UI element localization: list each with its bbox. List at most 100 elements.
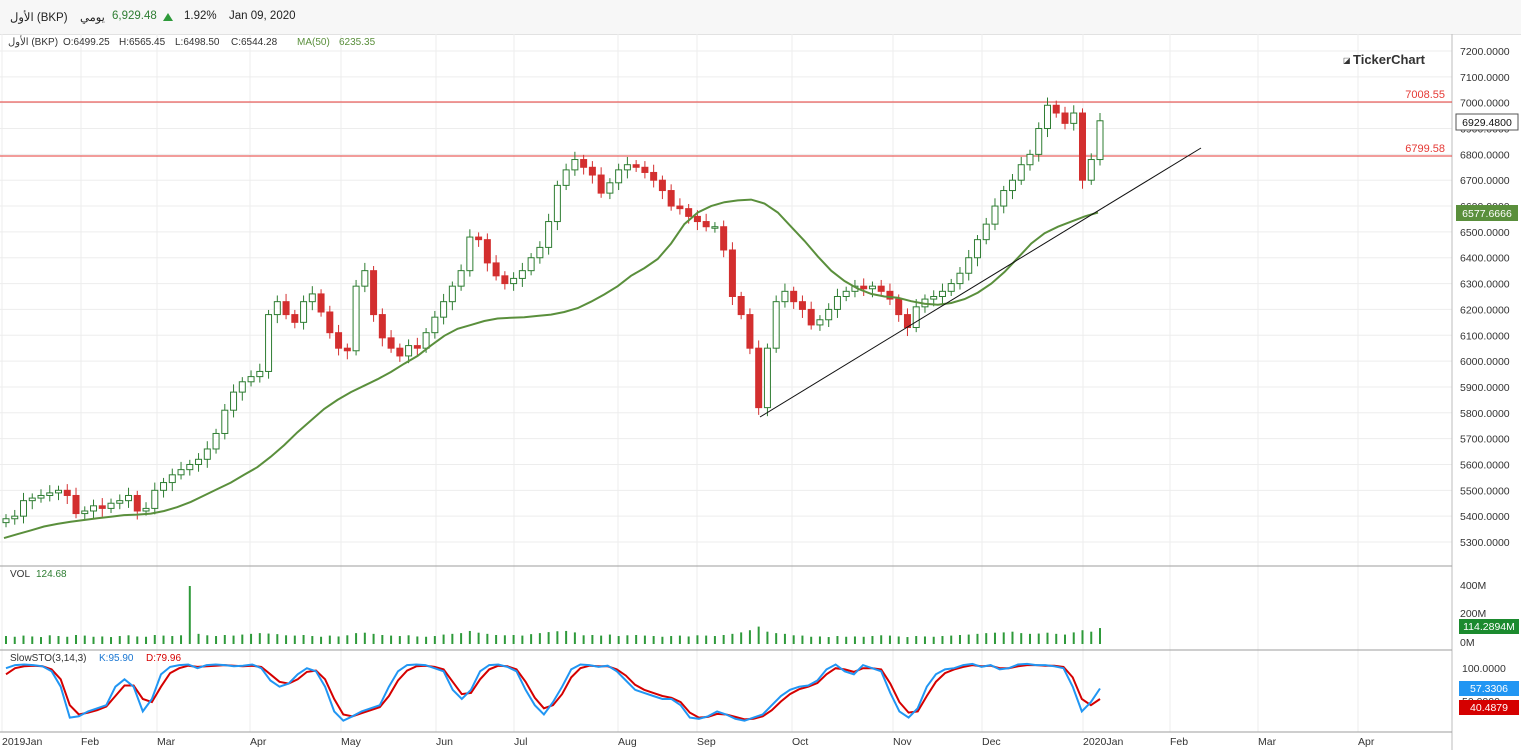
volume-bar (162, 635, 165, 644)
volume-bar (92, 636, 95, 644)
candle-body (1035, 128, 1043, 155)
candle-body (72, 494, 80, 515)
volume-bar (328, 635, 331, 644)
volume-bar (626, 635, 629, 644)
volume-bar (617, 636, 620, 644)
candle-body (1043, 104, 1051, 130)
volume-bar (1028, 633, 1031, 644)
price-tick-label: 6500.0000 (1460, 227, 1510, 239)
price-tick-label: 5300.0000 (1460, 537, 1510, 549)
volume-bar (486, 633, 489, 644)
volume-bar (845, 636, 848, 644)
candle-body (825, 308, 833, 321)
candle-body (868, 285, 876, 290)
candle-body (650, 171, 658, 181)
candle-body (238, 381, 246, 393)
candle-body (212, 432, 220, 450)
volume-bar (705, 635, 708, 644)
candle-body (571, 159, 579, 171)
vol-tag-box (1459, 619, 1519, 634)
volume-bar (538, 633, 541, 644)
candle-body (413, 345, 421, 349)
stoch-d-line (5, 664, 1101, 721)
candle-body (151, 489, 159, 509)
candle-body (588, 166, 596, 176)
volume-bar (670, 636, 673, 644)
volume-bar (967, 634, 970, 644)
volume-bar (276, 634, 279, 644)
volume-bar (923, 636, 926, 644)
volume-bar (407, 635, 410, 644)
volume-bar (250, 633, 253, 644)
ma-label: MA(50) (297, 37, 330, 48)
candle-body (1052, 104, 1060, 114)
candle-body (1078, 112, 1086, 181)
candle-body (282, 301, 290, 316)
time-axis-ticks: 2019Jan Feb Mar Apr May Jun Jul Aug Sep Oct Nov Dec… (2, 736, 1375, 748)
candle-body (615, 169, 623, 184)
candle-body (1026, 153, 1034, 166)
symbol-name[interactable]: الأول (BKP) (10, 12, 68, 24)
volume-bar (652, 636, 655, 644)
price-tick-label: 5700.0000 (1460, 434, 1510, 446)
candle-body (125, 494, 133, 502)
candle-body (63, 489, 71, 496)
candle-body (956, 272, 964, 285)
candle-body (405, 345, 413, 357)
candle-body (755, 347, 763, 409)
ma-tag-box (1456, 205, 1518, 221)
candle-body (440, 301, 448, 318)
volume-bar (180, 635, 183, 644)
volume-bar (468, 630, 471, 644)
trend-line[interactable] (759, 147, 1202, 418)
volume-bar (713, 636, 716, 644)
candle-body (510, 277, 518, 285)
candle-body (466, 236, 474, 272)
candle-body (475, 236, 483, 241)
candle-body (991, 205, 999, 225)
volume-bar (1002, 632, 1005, 644)
candle-body (711, 226, 719, 229)
candle-body (798, 301, 806, 310)
candle-body (702, 221, 710, 228)
candle-body (46, 492, 54, 496)
candle-body (667, 190, 675, 207)
volume-bar (372, 633, 375, 644)
volume-bar (285, 635, 288, 644)
price-tick-label: 5800.0000 (1460, 408, 1510, 420)
volume-bar (390, 635, 393, 644)
candle-body (728, 249, 736, 297)
candle-body (387, 337, 395, 349)
vol-label: VOL (10, 569, 30, 580)
candle-body (816, 319, 824, 326)
time-tick-label: May (341, 736, 362, 748)
candle-body (361, 270, 369, 287)
stoch-d-tag: 40.4879 (1470, 702, 1508, 714)
candle-body (317, 293, 325, 313)
volume-bar (1063, 634, 1066, 644)
candle-body (877, 285, 885, 292)
time-tick-label: Mar (157, 736, 176, 748)
volume-bar (608, 634, 611, 644)
vol-tag: 114.2894M (1463, 621, 1515, 633)
volume-bar (573, 632, 576, 644)
volume-bar (48, 635, 51, 644)
volume-bar (136, 636, 139, 644)
volume-bar (932, 636, 935, 644)
period-label[interactable]: يومي (80, 12, 105, 24)
price-tick-label: 5500.0000 (1460, 485, 1510, 497)
candle-body (807, 308, 815, 326)
volume-bar (958, 635, 961, 644)
price-tick-label: 5900.0000 (1460, 382, 1510, 394)
candle-body (518, 270, 526, 279)
ticker-chart-watermark: TickerChart (1353, 52, 1426, 67)
level-label-upper: 7008.55 (1405, 89, 1445, 101)
candle-body (527, 257, 535, 272)
volume-bar (783, 633, 786, 644)
volume-bar (66, 636, 69, 644)
change-percent: 1.92% (184, 10, 217, 22)
candle-body (98, 505, 106, 509)
chart-canvas[interactable]: الأول (BKP) O:6499.25 H:6565.45 L:6498.5… (0, 34, 1521, 750)
volume-bar (188, 586, 191, 644)
ohlc-high: H:6565.45 (119, 37, 166, 48)
